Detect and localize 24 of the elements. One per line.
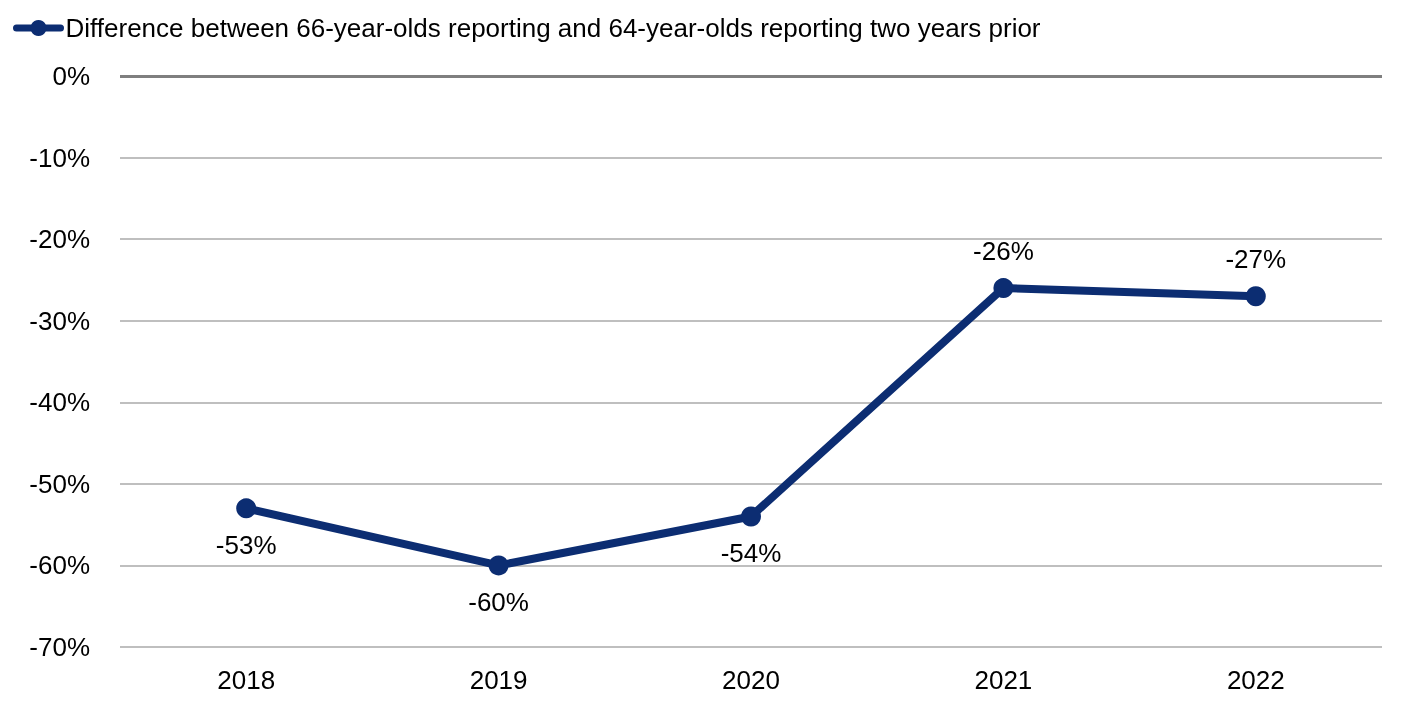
y-tick-label: -30% bbox=[29, 305, 90, 336]
point bbox=[488, 555, 509, 576]
point bbox=[741, 506, 761, 527]
legend-label: Difference between 66-year-olds reporting and 64-year-olds reporting two years prior bbox=[65, 13, 1041, 43]
x-tick-label: 2019 bbox=[469, 665, 528, 695]
y-tick-label: -60% bbox=[29, 550, 90, 581]
x-tick-label: 2022 bbox=[1226, 665, 1285, 695]
point bbox=[1245, 286, 1266, 307]
data-label: -54% bbox=[720, 538, 782, 569]
y-tick-label: -70% bbox=[29, 632, 90, 662]
y-tick-label: -10% bbox=[29, 142, 90, 173]
y-tick-label: 0% bbox=[52, 61, 90, 91]
x-tick-label: 2021 bbox=[974, 665, 1033, 695]
y-tick-label: -50% bbox=[29, 468, 90, 499]
data-label: -53% bbox=[215, 530, 277, 561]
x-tick-label: 2018 bbox=[217, 665, 276, 695]
point bbox=[236, 498, 257, 519]
data-label: -27% bbox=[1225, 244, 1287, 275]
data-label: -60% bbox=[468, 587, 529, 618]
y-tick-label: -20% bbox=[29, 224, 90, 255]
point bbox=[993, 278, 1014, 299]
y-tick-label: -40% bbox=[29, 387, 90, 418]
data-label: -26% bbox=[973, 236, 1034, 267]
x-tick-label: 2020 bbox=[722, 665, 780, 695]
